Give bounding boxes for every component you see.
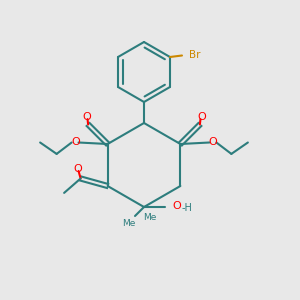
Text: O: O [71, 137, 80, 147]
Text: Me: Me [143, 213, 156, 222]
Text: Me: Me [122, 219, 136, 228]
Text: O: O [208, 137, 217, 147]
Text: O: O [172, 201, 181, 212]
Text: -H: -H [182, 202, 192, 213]
Text: Br: Br [190, 50, 201, 60]
Text: O: O [73, 164, 82, 174]
Text: O: O [197, 112, 206, 122]
Text: O: O [82, 112, 91, 122]
